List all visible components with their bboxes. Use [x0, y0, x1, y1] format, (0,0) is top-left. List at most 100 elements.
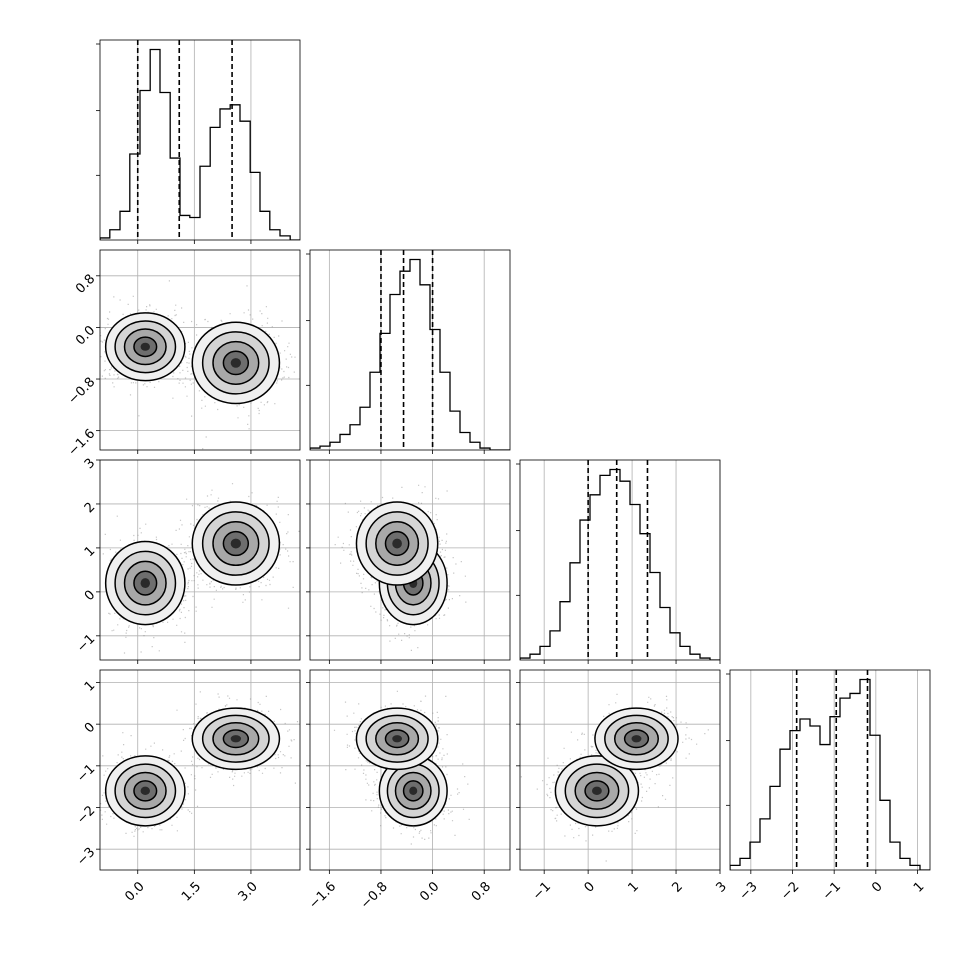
contour-3-1-1-3	[384, 729, 410, 749]
density-fill-2-1-1-4	[392, 538, 402, 549]
xtick-label-1-1: −0.8	[358, 879, 391, 912]
contour-3-0-0-3	[133, 780, 158, 802]
xtick-label-3-3: 0	[869, 879, 885, 895]
density-fill-2-0-1-4	[230, 538, 242, 549]
frame-2-0	[99, 459, 301, 661]
xtick-label-2-4: 3	[713, 879, 729, 895]
panel-1-0: −1.6 −0.8 0.0 0.8	[65, 249, 301, 459]
contour-3-2-0-3	[584, 780, 610, 802]
contour-3-2-1-1	[604, 714, 669, 763]
ytick-label-3-2: −1	[74, 762, 98, 786]
xtick-label-1-0: −1.6	[306, 879, 339, 912]
frame-0-0	[99, 39, 301, 241]
density-group-2-0	[102, 483, 300, 654]
contour-3-0-1-3	[222, 729, 250, 749]
contour-3-2-1-2	[613, 721, 659, 756]
ytick-label-3-3: 0	[82, 720, 98, 736]
contour-1-0-1-0	[191, 321, 281, 405]
density-group-3-2	[520, 693, 709, 862]
panel-2-0: −1 0 1 2 3	[74, 456, 301, 664]
contour-1-0-1-2	[212, 340, 260, 385]
xtick-label-2-3: 2	[669, 879, 685, 895]
contour-1-0-0-0	[104, 312, 186, 382]
contour-3-2-0-0	[554, 755, 640, 827]
frame-1-1	[309, 249, 511, 451]
ytick-label-2-2: 1	[82, 544, 98, 560]
histogram-0	[100, 48, 300, 240]
contour-3-0-0-1	[114, 763, 177, 819]
xtick-label-1-3: 0.8	[469, 879, 494, 904]
contour-2-0-0-0	[104, 540, 186, 626]
density-fill-1-0-0-4	[140, 342, 150, 351]
hist-group-2	[520, 460, 720, 660]
density-fill-3-0-0-4	[140, 786, 150, 795]
ytick-label-2-0: −1	[74, 632, 98, 656]
contour-2-1-1-0	[355, 501, 439, 586]
contour-2-0-1-2	[212, 521, 260, 567]
ytick-label-3-1: −2	[74, 803, 98, 827]
xtick-label-0-1: 1.5	[179, 879, 204, 904]
ytick-label-1-3: 0.8	[73, 272, 98, 297]
ytick-label-1-0: −1.6	[65, 426, 98, 459]
xtick-label-0-0: 0.0	[122, 879, 147, 904]
contour-3-0-1-2	[212, 721, 260, 756]
contour-2-0-0-2	[123, 560, 167, 606]
contour-2-1-1-1	[365, 511, 429, 576]
density-group-2-1	[334, 484, 467, 651]
contour-3-1-1-2	[375, 721, 420, 756]
histogram-3	[730, 678, 930, 870]
xtick-label-0-2: 3.0	[236, 879, 261, 904]
contour-3-2-1-0	[594, 707, 679, 771]
panel-2-1	[306, 459, 511, 664]
density-fill-3-1-1-4	[392, 735, 402, 743]
xtick-label-1-2: 0.0	[417, 879, 442, 904]
contour-3-0-1-1	[201, 714, 270, 763]
density-fill-2-0-0-4	[140, 578, 150, 589]
panel-0-0	[96, 39, 301, 244]
xtick-label-2-0: −1	[530, 879, 554, 903]
density-group-3-0	[100, 691, 299, 837]
panel-2-2	[516, 459, 721, 664]
density-fill-3-2-0-4	[591, 786, 602, 795]
contour-1-0-0-2	[123, 328, 167, 366]
contour-3-1-1-0	[355, 707, 439, 771]
frame-2-1	[309, 459, 511, 661]
contour-3-0-0-2	[123, 771, 167, 810]
frame-3-2	[519, 669, 721, 871]
xtick-label-3-1: −2	[778, 879, 802, 903]
xtick-label-2-1: 0	[582, 879, 598, 895]
contour-3-1-0-2	[394, 771, 432, 810]
contour-3-2-0-2	[574, 771, 620, 810]
ytick-label-2-4: 3	[82, 456, 98, 472]
frame-1-0	[99, 249, 301, 451]
contour-3-1-1-1	[365, 714, 429, 763]
contour-1-0-1-1	[201, 331, 270, 395]
panel-3-0: −3 −2 −1 0 1 0.0 1.5 3.0	[74, 669, 301, 905]
ytick-label-3-4: 1	[82, 678, 98, 694]
contour-3-1-0-3	[402, 780, 424, 802]
panel-3-1: −1.6 −0.8 0.0 0.8	[306, 669, 511, 912]
frame-3-0	[99, 669, 301, 871]
frame-3-3	[729, 669, 931, 871]
ytick-label-2-3: 2	[82, 500, 98, 516]
contour-2-0-1-0	[191, 501, 281, 586]
histogram-1	[310, 258, 510, 450]
contour-3-2-1-3	[623, 729, 650, 749]
contour-1-0-1-3	[222, 350, 250, 376]
density-fill-1-0-1-4	[230, 358, 242, 368]
ytick-label-3-0: −3	[74, 845, 98, 869]
density-fill-3-1-0-4	[409, 786, 418, 795]
density-fill-3-2-1-4	[631, 735, 642, 743]
contour-2-0-1-3	[222, 530, 250, 557]
contour-2-1-1-3	[384, 530, 410, 557]
density-group-1-0	[100, 280, 296, 450]
ytick-label-1-1: −0.8	[65, 375, 98, 408]
contour-3-0-1-0	[191, 707, 281, 771]
plot-layer: −1.6 −0.8 0.0 0.8 −1 0 1 2 3 −3 −2 −1 0 1 0.0 1.5 3.0 −1.…	[65, 39, 931, 912]
histogram-2	[520, 468, 720, 660]
frame-2-2	[519, 459, 721, 661]
contour-2-0-0-1	[114, 550, 177, 616]
xtick-label-3-0: −3	[737, 879, 761, 903]
hist-group-1	[310, 250, 510, 450]
